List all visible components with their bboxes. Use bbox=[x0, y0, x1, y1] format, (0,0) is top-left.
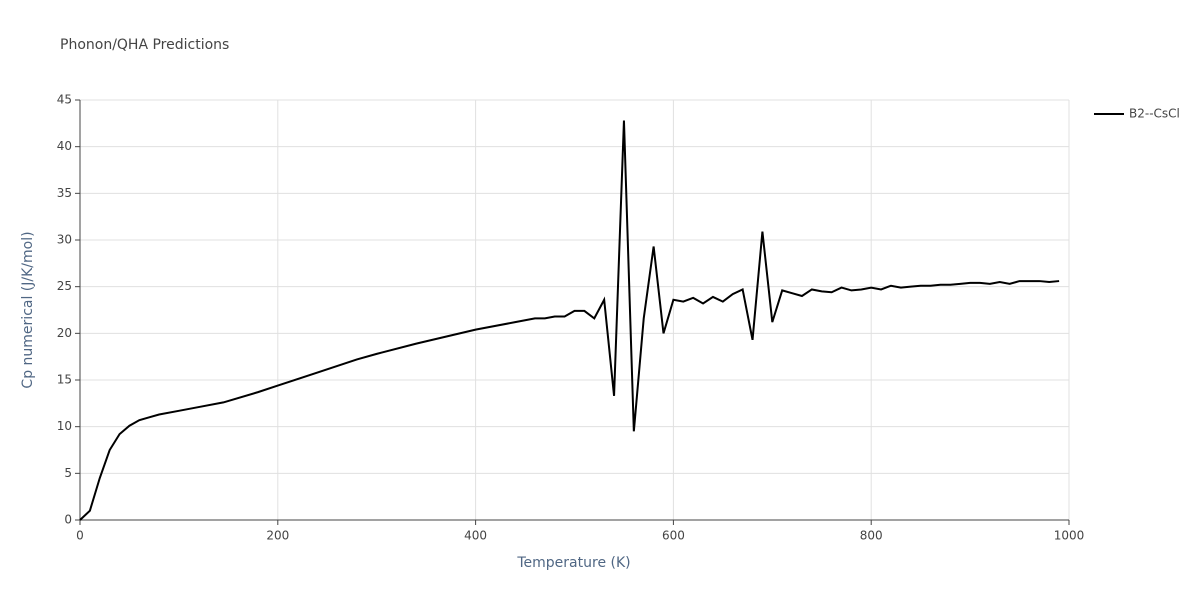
y-tick-label: 35 bbox=[57, 186, 72, 200]
data-line bbox=[79, 120, 1060, 521]
x-tick-label: 800 bbox=[860, 529, 883, 543]
x-tick-label: 400 bbox=[464, 529, 487, 543]
y-axis-title: Cp numerical (J/K/mol) bbox=[20, 231, 36, 388]
y-tick-label: 10 bbox=[57, 419, 72, 433]
y-tick-label: 30 bbox=[57, 233, 72, 247]
y-tick-label: 45 bbox=[57, 93, 72, 107]
y-tick-label: 5 bbox=[64, 466, 72, 480]
x-tick-label: 0 bbox=[76, 529, 84, 543]
legend-label: B2--CsCl bbox=[1129, 107, 1180, 121]
x-tick-label: 200 bbox=[266, 529, 289, 543]
y-tick-label: 40 bbox=[57, 139, 72, 153]
chart-title: Phonon/QHA Predictions bbox=[60, 37, 229, 53]
y-tick-label: 20 bbox=[57, 326, 72, 340]
x-axis-title: Temperature (K) bbox=[516, 555, 630, 571]
y-tick-label: 0 bbox=[64, 513, 72, 527]
x-tick-label: 600 bbox=[662, 529, 685, 543]
y-tick-label: 25 bbox=[57, 279, 72, 293]
x-tick-label: 1000 bbox=[1054, 529, 1085, 543]
y-tick-label: 15 bbox=[57, 373, 72, 387]
